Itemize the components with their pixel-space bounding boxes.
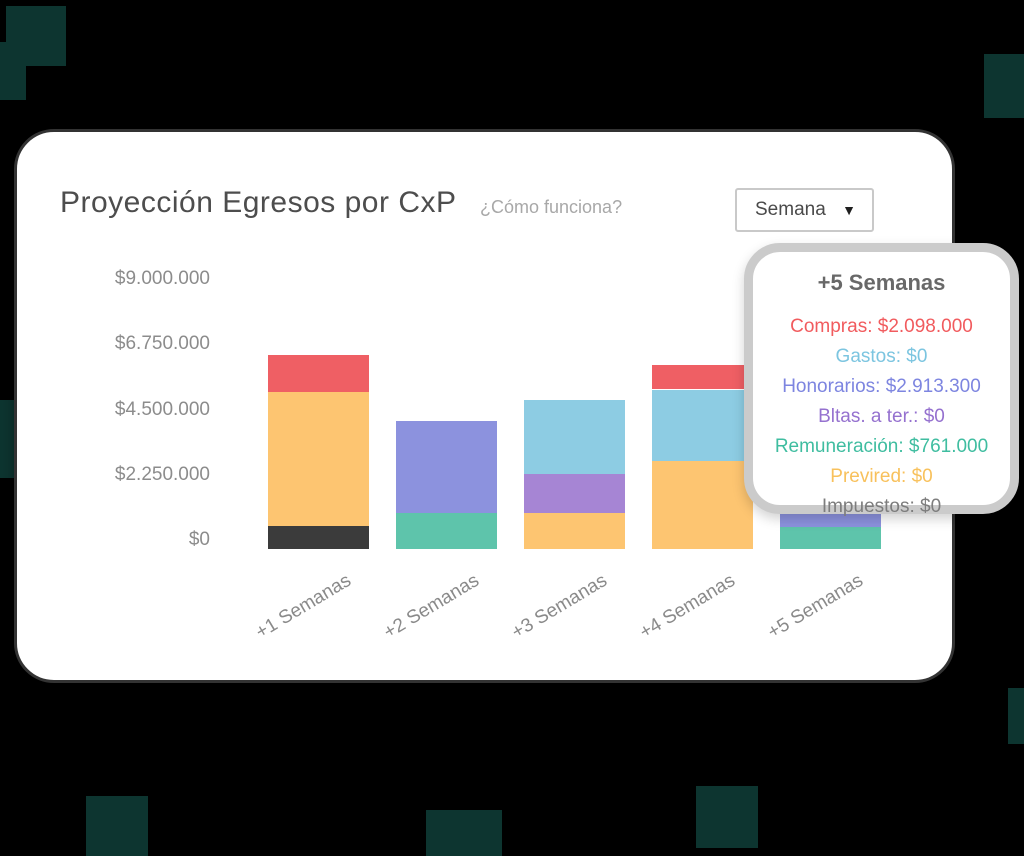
- bar-segment-gastos[interactable]: [524, 399, 625, 474]
- help-link[interactable]: ¿Cómo funciona?: [480, 197, 623, 217]
- bar-segment-remuneraci-n[interactable]: [396, 512, 497, 549]
- tooltip-row-bltas-a-ter-: Bltas. a ter.: $0: [818, 406, 945, 427]
- tooltip-row-gastos: Gastos: $0: [835, 346, 928, 367]
- tooltip-row-previred: Previred: $0: [830, 466, 933, 487]
- y-axis-tick-label: $0: [188, 529, 210, 550]
- y-axis-tick-label: $6.750.000: [114, 333, 210, 355]
- chart-tooltip: +5 Semanas Compras: $2.098.000 Gastos: $0…: [744, 243, 1019, 517]
- tooltip-row-remuneraci-n: Remuneración: $761.000: [774, 436, 989, 457]
- bar-segment-bltas-a-ter-[interactable]: [524, 473, 625, 513]
- period-dropdown-value: Semana: [755, 199, 826, 220]
- decor-square: [696, 786, 758, 848]
- chevron-down-icon: ▼: [842, 202, 856, 218]
- bar-segment-impuestos[interactable]: [268, 525, 369, 549]
- bar-segment-previred[interactable]: [652, 460, 753, 549]
- decor-square: [0, 400, 16, 478]
- period-dropdown[interactable]: Semana ▼: [735, 188, 874, 232]
- bar-segment-remuneraci-n[interactable]: [780, 526, 881, 549]
- page-title: Proyección Egresos por CxP: [60, 186, 457, 219]
- tooltip-title: +5 Semanas: [817, 270, 946, 295]
- bar-segment-compras[interactable]: [268, 354, 369, 393]
- bar-segment-previred[interactable]: [524, 512, 625, 549]
- bar-segment-previred[interactable]: [268, 392, 369, 526]
- decor-square: [984, 54, 1024, 118]
- y-axis-tick-label: $9.000.000: [114, 268, 210, 289]
- tooltip-row-compras: Compras: $2.098.000: [790, 316, 973, 337]
- decor-square: [86, 796, 148, 856]
- tooltip-row-honorarios: Honorarios: $2.913.300: [782, 376, 981, 397]
- decor-square: [426, 810, 502, 856]
- bar-segment-compras[interactable]: [652, 364, 753, 390]
- tooltip-row-impuestos: Impuestos: $0: [821, 496, 942, 517]
- y-axis-tick-label: $4.500.000: [114, 398, 210, 420]
- y-axis-tick-label: $2.250.000: [114, 463, 210, 485]
- bar-segment-honorarios[interactable]: [396, 421, 497, 513]
- bar-segment-gastos[interactable]: [652, 389, 753, 461]
- decor-square: [1008, 688, 1024, 744]
- decor-square: [0, 42, 26, 100]
